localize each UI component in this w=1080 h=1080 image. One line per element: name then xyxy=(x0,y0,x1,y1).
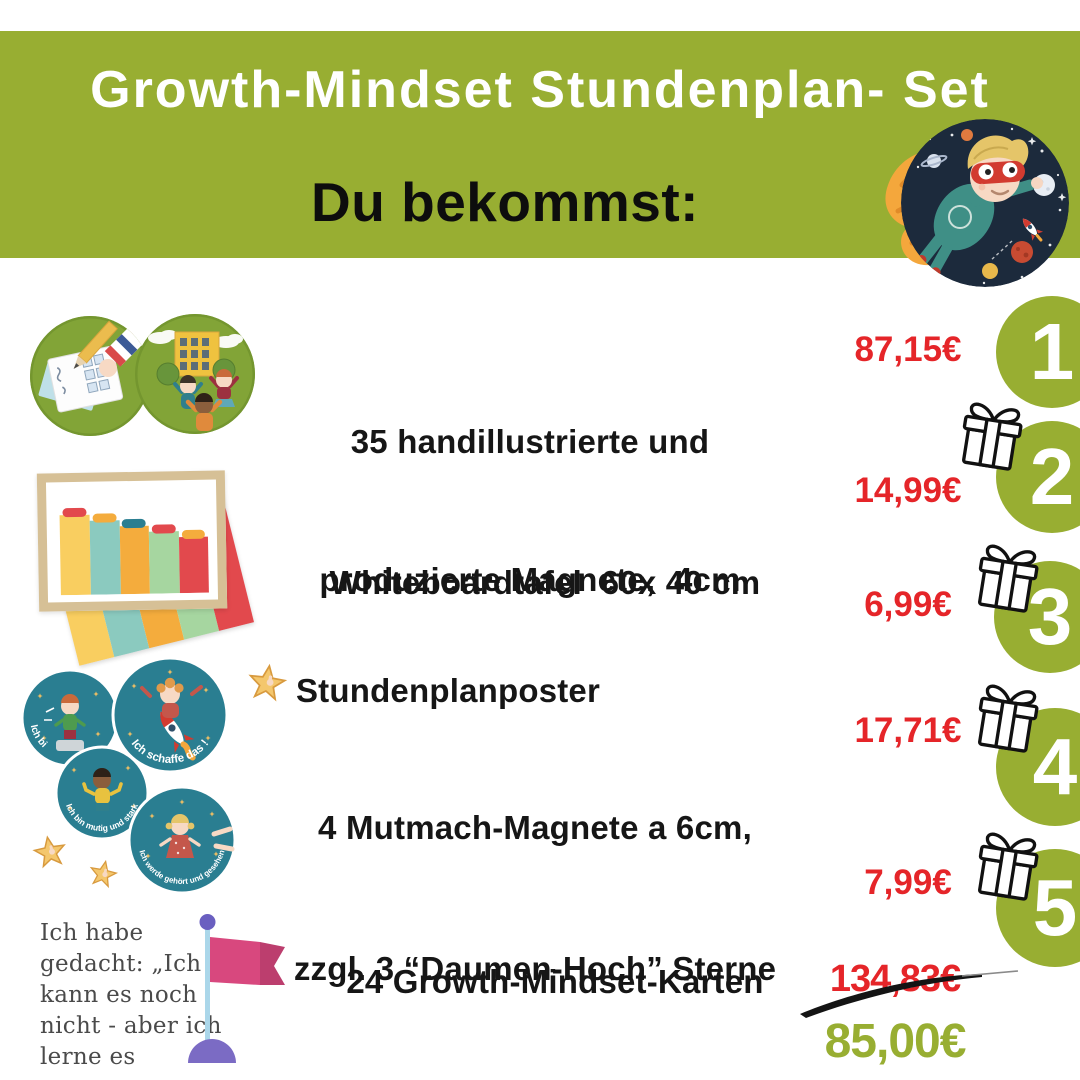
superhero-kid-illustration xyxy=(885,119,1069,287)
magnet-gehoert-und-gesehen: Ich werde gehört und gesehen xyxy=(127,785,237,895)
strikethrough-slash xyxy=(800,970,1019,1018)
item-4-label: 4 Mutmach-Magnete a 6cm, zzgl. 3 “Daumen… xyxy=(293,809,777,987)
item-5-price: 7,99€ xyxy=(864,863,952,902)
saturn-planet xyxy=(920,154,948,168)
flag-illustration xyxy=(188,914,285,1063)
gift-icon-5 xyxy=(978,832,1039,901)
magnet-mutig-und-stark: Ich bin mutig und stark xyxy=(54,745,150,841)
magnet-ich-schaffe-das: Ich schaffe das ! xyxy=(111,656,229,774)
item-5-label: 24 Growth-Mindset-Karten zum ausdrucken xyxy=(346,963,764,1000)
kid-figure xyxy=(910,135,1043,281)
item-2-price: 14,99€ xyxy=(854,471,962,510)
item-3-label: Stundenplanposter xyxy=(295,672,601,709)
item-2-label: Whiteboardtafel 60x 40 cm xyxy=(329,564,761,601)
item-4-price: 17,71€ xyxy=(854,711,962,750)
red-planet xyxy=(1011,241,1033,263)
magnet-samples-image xyxy=(30,314,255,436)
gift-icon-4 xyxy=(978,684,1039,753)
page-subtitle: Du bekommst: xyxy=(311,171,699,233)
page-title: Growth-Mindset Stundenplan- Set xyxy=(90,61,990,119)
final-price: 85,00€ xyxy=(824,1015,967,1068)
item-1-price: 87,15€ xyxy=(854,330,962,369)
magnet-school-kids xyxy=(135,314,255,434)
item-3-price: 6,99€ xyxy=(864,585,952,624)
item-1-label: 35 handillustrierte und produzierte Magn… xyxy=(319,423,741,598)
yellow-planet xyxy=(982,263,998,279)
gift-icon-2 xyxy=(962,402,1023,471)
quote-text: Ich habe gedacht: „Ich kann es noch nich… xyxy=(40,920,222,1070)
magnet-writing-hand xyxy=(30,316,150,436)
thumbs-up-star-3 xyxy=(87,858,119,889)
thumbs-up-star-2 xyxy=(31,833,68,869)
gift-icon-3 xyxy=(978,544,1039,613)
orange-planet xyxy=(961,129,973,141)
thumbs-up-star-1 xyxy=(246,662,288,702)
rocket-icon xyxy=(1022,218,1044,242)
mutmach-magnets-image: Ich bi Ich schaffe das ! xyxy=(20,656,288,895)
whiteboard-frame-image xyxy=(36,470,228,612)
step-circle-1: 1 xyxy=(996,296,1080,408)
